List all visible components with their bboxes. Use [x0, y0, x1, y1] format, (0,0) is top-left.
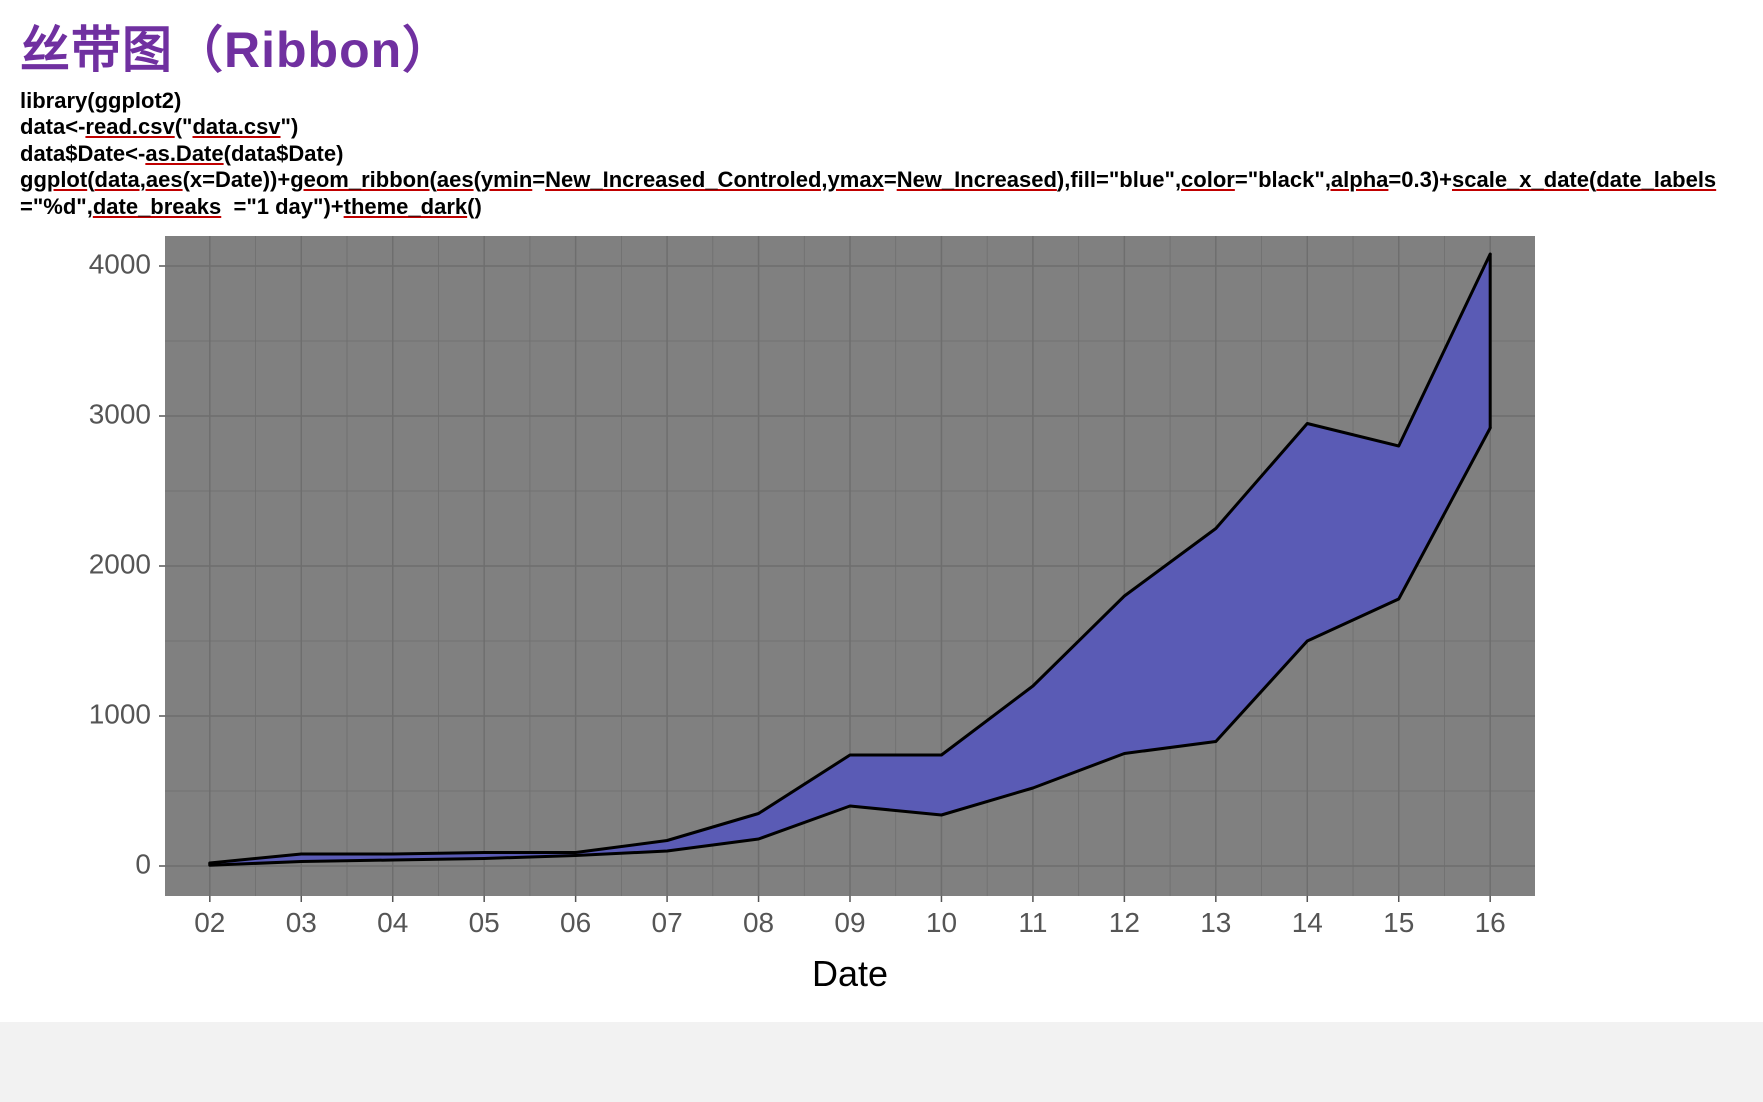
svg-text:15: 15 — [1383, 907, 1414, 938]
page-title: 丝带图（Ribbon） — [20, 10, 1743, 82]
code-block: library(ggplot2) data<-read.csv("data.cs… — [20, 88, 1743, 220]
svg-text:11: 11 — [1018, 907, 1047, 938]
svg-text:4000: 4000 — [89, 248, 151, 279]
svg-text:05: 05 — [469, 907, 500, 938]
svg-text:02: 02 — [194, 907, 225, 938]
code-line: data$Date<-as.Date(data$Date) — [20, 141, 1743, 167]
chart-svg: 0 1000 2000 3000 4000 02 03 04 05 06 07 08 09 10 11 12 1… — [30, 226, 1550, 1006]
svg-text:14: 14 — [1292, 907, 1323, 938]
svg-text:3000: 3000 — [89, 398, 151, 429]
footer-bar — [0, 1022, 1763, 1102]
svg-text:10: 10 — [926, 907, 957, 938]
svg-text:03: 03 — [286, 907, 317, 938]
svg-text:13: 13 — [1200, 907, 1231, 938]
svg-text:Date: Date — [812, 953, 888, 994]
svg-text:04: 04 — [377, 907, 408, 938]
svg-text:2000: 2000 — [89, 548, 151, 579]
code-line: ggplot(data,aes(x=Date))+geom_ribbon(aes… — [20, 167, 1743, 220]
svg-text:1000: 1000 — [89, 698, 151, 729]
svg-text:07: 07 — [652, 907, 683, 938]
svg-text:06: 06 — [560, 907, 591, 938]
svg-text:16: 16 — [1475, 907, 1506, 938]
ribbon-chart: 0 1000 2000 3000 4000 02 03 04 05 06 07 08 09 10 11 12 1… — [30, 226, 1550, 1006]
svg-text:09: 09 — [834, 907, 865, 938]
code-line: library(ggplot2) — [20, 88, 1743, 114]
page: 丝带图（Ribbon） library(ggplot2) data<-read.… — [0, 0, 1763, 1102]
code-line: data<-read.csv("data.csv") — [20, 114, 1743, 140]
svg-text:12: 12 — [1109, 907, 1140, 938]
svg-text:08: 08 — [743, 907, 774, 938]
svg-text:0: 0 — [135, 848, 151, 879]
